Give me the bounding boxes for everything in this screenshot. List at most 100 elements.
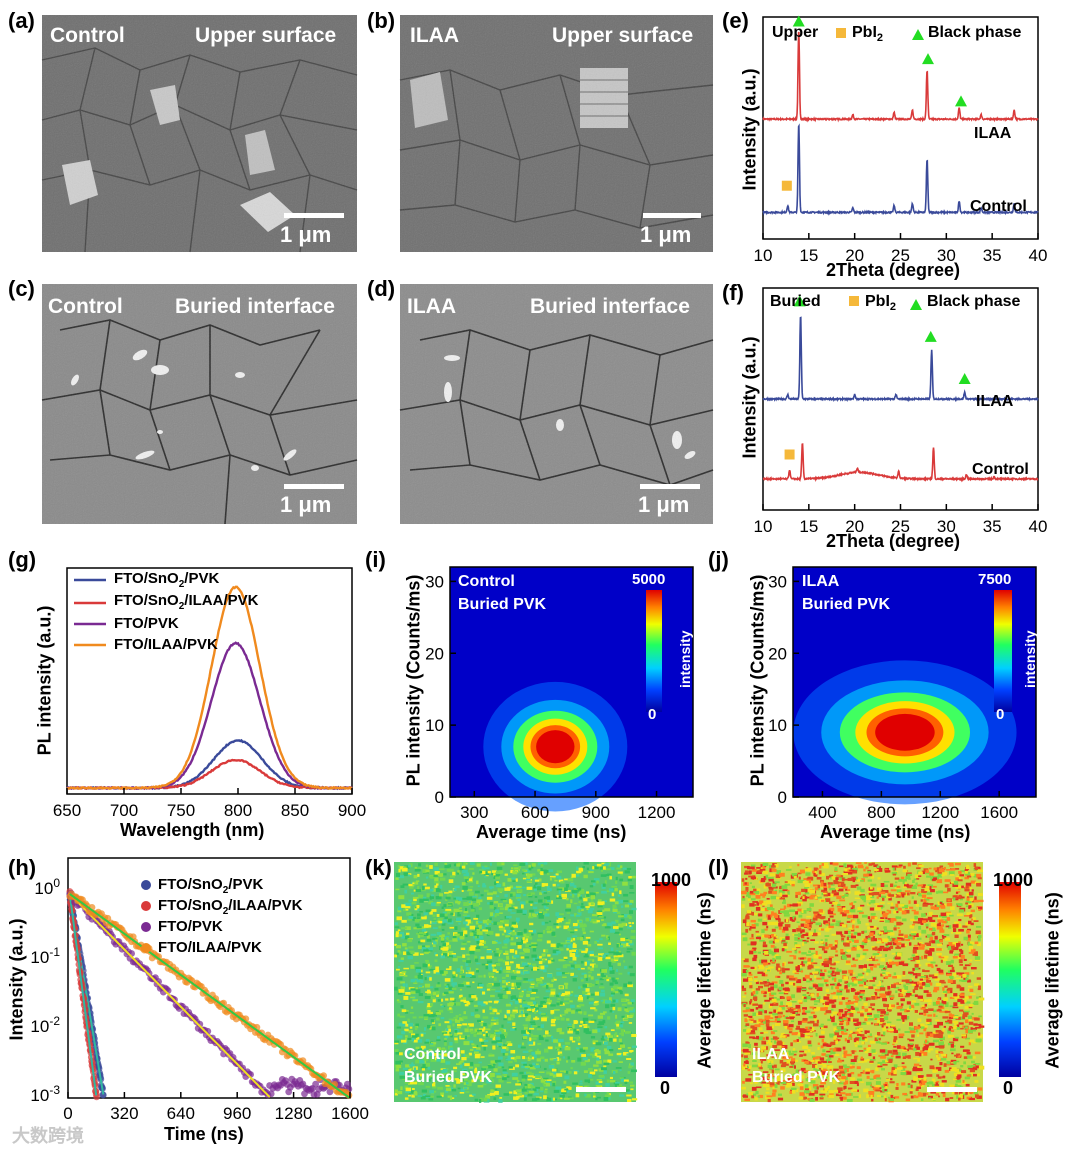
- lifetime-pixel: [521, 1075, 527, 1079]
- lifetime-pixel: [479, 988, 486, 991]
- lifetime-pixel: [805, 919, 812, 923]
- lifetime-pixel: [628, 876, 632, 879]
- lifetime-pixel: [442, 992, 446, 996]
- lifetime-pixel: [479, 1020, 484, 1023]
- lifetime-pixel: [446, 909, 453, 914]
- lifetime-pixel: [805, 1031, 810, 1035]
- lifetime-pixel: [608, 954, 613, 957]
- lifetime-pixel: [544, 982, 550, 987]
- lifetime-pixel: [917, 884, 924, 887]
- lifetime-pixel: [808, 950, 811, 953]
- lifetime-pixel: [567, 927, 571, 931]
- lifetime-pixel: [471, 995, 477, 999]
- lifetime-pixel: [443, 904, 447, 908]
- lifetime-pixel: [931, 929, 936, 932]
- lifetime-pixel: [820, 1007, 825, 1011]
- lifetime-pixel: [425, 909, 431, 913]
- lifetime-pixel: [816, 987, 823, 991]
- lifetime-pixel: [818, 946, 824, 948]
- lifetime-pixel: [422, 963, 428, 968]
- lifetime-pixel: [465, 972, 468, 974]
- lifetime-pixel: [911, 1079, 917, 1083]
- lifetime-pixel: [442, 1076, 447, 1081]
- lifetime-pixel: [971, 1012, 974, 1015]
- lifetime-pixel: [543, 911, 548, 915]
- lifetime-pixel: [932, 1001, 939, 1006]
- lifetime-pixel: [836, 989, 840, 992]
- lifetime-pixel: [520, 1010, 524, 1015]
- lifetime-pixel: [537, 938, 543, 942]
- lifetime-pixel: [415, 1023, 419, 1027]
- lifetime-pixel: [594, 1069, 598, 1072]
- lifetime-pixel: [880, 889, 883, 894]
- lifetime-pixel: [522, 886, 526, 889]
- lifetime-pixel: [460, 965, 463, 970]
- lifetime-pixel: [421, 1055, 428, 1059]
- lifetime-pixel: [968, 952, 975, 954]
- lifetime-pixel: [462, 997, 467, 1000]
- lifetime-pixel: [567, 926, 572, 929]
- lifetime-pixel: [830, 983, 836, 986]
- lifetime-pixel: [563, 1070, 566, 1073]
- lifetime-pixel: [810, 1027, 815, 1032]
- lifetime-pixel: [588, 958, 593, 961]
- lifetime-pixel: [896, 1002, 899, 1005]
- lifetime-pixel: [434, 877, 439, 882]
- lifetime-pixel: [463, 1078, 468, 1082]
- lifetime-pixel: [470, 1012, 475, 1016]
- lifetime-pixel: [959, 987, 965, 991]
- lifetime-pixel: [425, 1085, 430, 1088]
- lifetime-pixel: [612, 1060, 617, 1063]
- lifetime-pixel: [943, 1025, 946, 1028]
- lifetime-pixel: [586, 867, 589, 870]
- y-tick-label: 10: [768, 716, 787, 735]
- lifetime-pixel: [948, 1020, 953, 1024]
- lifetime-pixel: [544, 913, 550, 917]
- lifetime-pixel: [539, 955, 545, 958]
- lifetime-pixel: [919, 980, 923, 983]
- lifetime-pixel: [529, 1072, 534, 1075]
- lifetime-pixel: [465, 981, 470, 985]
- lifetime-pixel: [481, 1045, 488, 1047]
- lifetime-pixel: [482, 1083, 487, 1086]
- lifetime-pixel: [513, 925, 518, 928]
- lifetime-pixel: [445, 1028, 449, 1032]
- lifetime-pixel: [879, 906, 884, 909]
- lifetime-pixel: [504, 887, 511, 891]
- lifetime-pixel: [629, 1081, 633, 1084]
- lifetime-pixel: [753, 888, 757, 892]
- lifetime-pixel: [797, 1083, 803, 1086]
- lifetime-pixel: [526, 886, 533, 890]
- lifetime-pixel: [623, 1018, 629, 1020]
- lifetime-pixel: [615, 1067, 622, 1069]
- lifetime-pixel: [406, 873, 412, 875]
- lifetime-pixel: [869, 907, 875, 911]
- lifetime-pixel: [502, 988, 505, 991]
- lifetime-pixel: [415, 966, 422, 971]
- lifetime-pixel: [620, 943, 627, 948]
- lifetime-pixel: [802, 994, 807, 998]
- lifetime-pixel: [425, 864, 429, 868]
- lifetime-pixel: [398, 951, 402, 955]
- lifetime-pixel: [828, 918, 831, 922]
- lifetime-pixel: [486, 920, 492, 924]
- lifetime-pixel: [616, 944, 619, 948]
- lifetime-pixel: [576, 950, 579, 954]
- lifetime-pixel: [847, 889, 851, 891]
- lifetime-pixel: [966, 929, 970, 934]
- lifetime-pixel: [511, 982, 517, 987]
- lifetime-pixel: [429, 965, 432, 968]
- lifetime-pixel: [825, 984, 829, 987]
- lifetime-pixel: [769, 1067, 774, 1070]
- lifetime-pixel: [602, 866, 606, 870]
- lifetime-pixel: [868, 986, 874, 989]
- lifetime-pixel: [855, 877, 858, 880]
- lifetime-pixel: [553, 945, 558, 949]
- lifetime-pixel: [578, 867, 584, 872]
- lifetime-pixel: [420, 1096, 426, 1100]
- lifetime-pixel: [913, 1095, 916, 1098]
- lifetime-pixel: [758, 965, 765, 970]
- lifetime-pixel: [930, 922, 937, 927]
- lifetime-pixel: [605, 1032, 611, 1036]
- lifetime-pixel: [977, 869, 983, 873]
